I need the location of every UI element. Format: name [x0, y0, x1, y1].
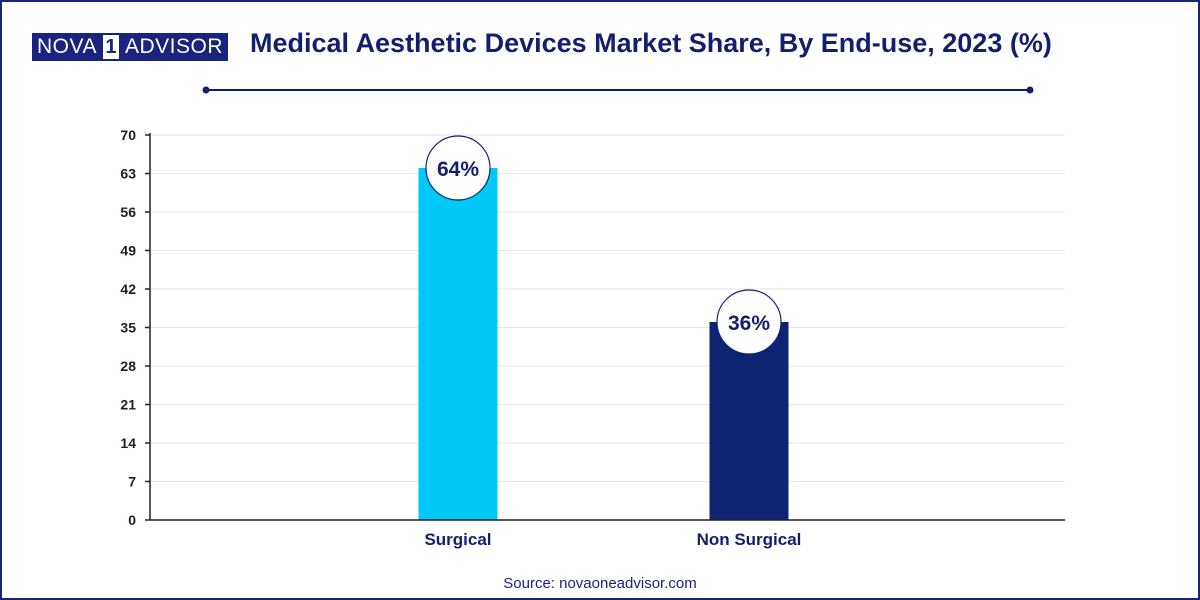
y-axis-ticks: 0 7 14 21 28 35 42 49 56 63 70 — [120, 127, 150, 528]
y-tick-label: 42 — [120, 281, 136, 297]
bar-surgical — [418, 168, 498, 520]
bars: 64% Surgical 36% Non Surgical — [418, 135, 802, 549]
logo-advisor-text: ADVISOR — [120, 33, 228, 61]
logo-one-text: 1 — [100, 33, 121, 61]
source-note: Source: novaoneadvisor.com — [503, 575, 697, 592]
x-category-label: Surgical — [424, 530, 491, 549]
y-tick-label: 21 — [120, 397, 136, 413]
x-category-label: Non Surgical — [697, 530, 802, 549]
logo-nova-text: NOVA — [32, 33, 101, 61]
y-tick-label: 7 — [128, 474, 136, 490]
data-label-bubble — [425, 135, 491, 201]
data-label-bubble — [716, 289, 782, 355]
y-tick-label: 35 — [120, 320, 136, 336]
y-tick-label: 70 — [120, 127, 136, 143]
title-underline-left-dot — [202, 86, 210, 94]
grid-lines — [150, 134, 1065, 482]
y-tick-label: 28 — [120, 358, 136, 374]
bar-non-surgical — [709, 322, 789, 520]
data-label: 64% — [437, 158, 479, 181]
y-tick-label: 0 — [128, 512, 136, 528]
brand-logo: NOVA 1 ADVISOR — [32, 33, 228, 61]
chart-title: Medical Aesthetic Devices Market Share, … — [250, 28, 1052, 58]
y-tick-label: 63 — [120, 166, 136, 182]
data-label: 36% — [728, 312, 770, 335]
y-tick-label: 49 — [120, 243, 136, 259]
y-tick-label: 14 — [120, 435, 136, 451]
y-tick-label: 56 — [120, 204, 136, 220]
title-underline-right-dot — [1026, 86, 1034, 94]
